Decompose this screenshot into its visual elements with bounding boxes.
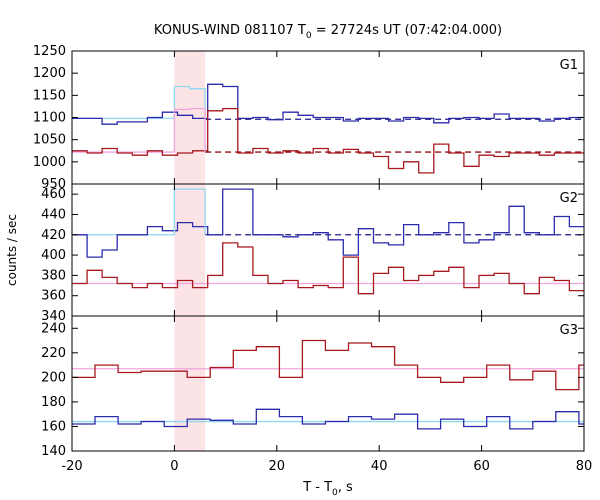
y-axis-label: counts / sec — [5, 214, 19, 286]
y-tick-label: 1150 — [33, 88, 66, 103]
series-blue — [72, 188, 584, 258]
x-tick-label: 0 — [170, 459, 178, 474]
series-red — [72, 242, 584, 295]
y-tick-label: 240 — [41, 321, 66, 336]
series-red — [72, 107, 584, 174]
y-tick-label: 400 — [41, 248, 66, 263]
y-tick-label: 1050 — [33, 133, 66, 148]
y-tick-label: 360 — [41, 289, 66, 304]
y-tick-label: 420 — [41, 228, 66, 243]
y-tick-label: 1100 — [33, 111, 66, 126]
series-blue — [72, 408, 584, 430]
y-tick-label: 460 — [41, 187, 66, 202]
y-tick-label: 1000 — [33, 155, 66, 170]
y-tick-label: 220 — [41, 346, 66, 361]
y-tick-label: 380 — [41, 268, 66, 283]
panel-data — [72, 188, 584, 295]
panel-g2: 340 360 380 400 420 440 460 G2 — [41, 183, 585, 324]
x-tick-label: 80 — [576, 459, 593, 474]
y-tick-label: 180 — [41, 395, 66, 410]
burst-step-cyan — [173, 188, 206, 235]
y-tick-label: 1250 — [33, 44, 66, 59]
series-red — [72, 339, 584, 391]
series-blue — [72, 83, 584, 125]
y-tick-label: 200 — [41, 370, 66, 385]
x-tick-label: -20 — [61, 459, 82, 474]
x-tick-labels: -20 0 20 40 60 80 — [61, 459, 592, 474]
chart-panels: 950 1000 1050 1100 1150 1200 1250 G1 340 360 380 40… — [33, 44, 592, 474]
burst-step-pink — [173, 107, 206, 153]
panel-label: G2 — [560, 191, 578, 206]
y-tick-label: 160 — [41, 419, 66, 434]
y-tick-label: 340 — [41, 309, 66, 324]
burst-step-cyan — [173, 85, 206, 119]
panel-g3: 140 160 180 200 220 240 G3 — [41, 315, 585, 459]
y-tick-label: 950 — [41, 177, 66, 192]
x-axis-label: T - T0, s — [302, 480, 353, 498]
panel-frame — [71, 183, 585, 317]
panel-data — [72, 83, 584, 174]
panel-frame — [71, 315, 585, 452]
burst-interval-band — [174, 316, 206, 451]
panel-label: G1 — [560, 58, 578, 73]
panel-g1: 950 1000 1050 1100 1150 1200 1250 G1 — [33, 44, 585, 192]
panel-label: G3 — [560, 323, 578, 338]
burst-interval-band — [174, 184, 206, 316]
chart-title: KONUS-WIND 081107 T0 = 27724s UT (07:42:… — [154, 23, 502, 41]
x-tick-label: 20 — [269, 459, 286, 474]
y-tick-label: 1200 — [33, 66, 66, 81]
y-tick-label: 140 — [41, 444, 66, 459]
panel-data — [72, 339, 584, 430]
x-tick-label: 60 — [473, 459, 490, 474]
x-tick-label: 40 — [371, 459, 388, 474]
burst-interval-band — [174, 51, 206, 184]
y-tick-label: 440 — [41, 207, 66, 222]
